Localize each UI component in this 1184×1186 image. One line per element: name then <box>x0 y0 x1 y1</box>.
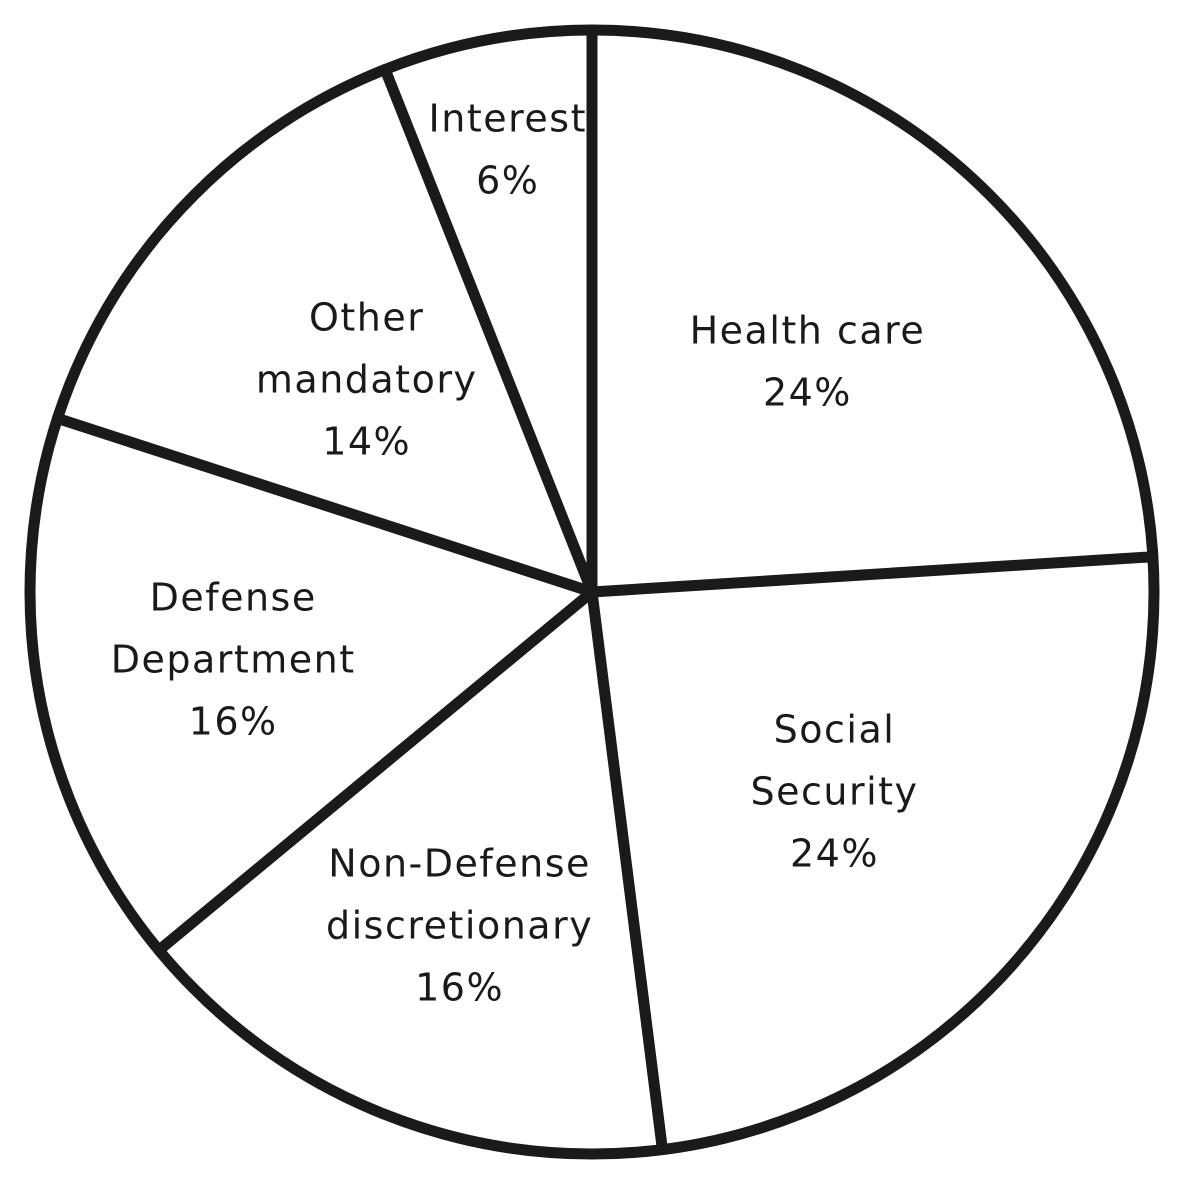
slice-name-line-health-care: Health care <box>690 309 926 353</box>
slice-value-interest: 6% <box>476 158 539 202</box>
slice-value-non-defense-discretionary: 16% <box>415 965 504 1009</box>
slice-value-other-mandatory: 14% <box>322 419 411 463</box>
slice-value-social-security: 24% <box>790 832 879 876</box>
slice-label-health-care: Health care 24% <box>690 309 926 415</box>
slice-name-line-defense-department: Department <box>111 637 356 681</box>
slice-name-line-social-security: Security <box>750 770 918 814</box>
pie-slice-non-defense-discretionary <box>158 592 663 1154</box>
slice-name-line-other-mandatory: mandatory <box>256 357 478 401</box>
slice-value-defense-department: 16% <box>189 699 278 743</box>
pie-outline <box>24 24 1160 1160</box>
slice-divider-other-mandatory <box>52 412 598 598</box>
slice-label-interest: Interest 6% <box>429 96 587 202</box>
slice-divider-social-security <box>586 551 1159 598</box>
slice-label-defense-department: Defense Department 16% <box>111 575 356 743</box>
pie-labels: Health care 24% Social Security 24% Non-Defen… <box>111 96 926 1009</box>
slice-name-line-defense-department: Defense <box>150 575 317 619</box>
slice-name-line-other-mandatory: Other <box>309 295 424 339</box>
slice-divider-interest <box>379 63 598 598</box>
pie-slice-health-care <box>592 30 1153 592</box>
slice-label-non-defense-discretionary: Non-Defense discretionary 16% <box>326 841 593 1009</box>
slice-name-line-non-defense-discretionary: discretionary <box>326 903 593 947</box>
slice-divider-defense-department <box>153 586 598 956</box>
slice-label-social-security: Social Security 24% <box>750 708 918 876</box>
slice-name-line-interest: Interest <box>429 96 587 140</box>
slice-label-other-mandatory: Other mandatory 14% <box>256 295 478 463</box>
slice-divider-non-defense-discretionary <box>586 586 668 1156</box>
slice-value-health-care: 24% <box>763 371 852 415</box>
slice-name-line-social-security: Social <box>774 708 896 752</box>
slice-name-line-non-defense-discretionary: Non-Defense <box>328 841 591 885</box>
pie-slice-social-security <box>592 556 1154 1150</box>
pie-dividers <box>52 24 1159 1156</box>
